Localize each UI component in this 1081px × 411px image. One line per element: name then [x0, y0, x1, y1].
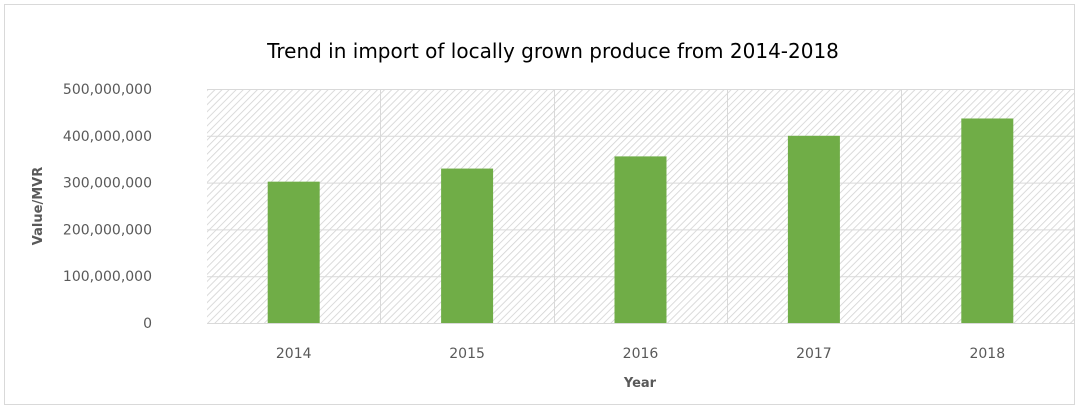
bar-2017: [787, 135, 840, 323]
bars: [267, 118, 1014, 323]
x-tick-label: 2014: [276, 346, 312, 362]
y-tick-label: 100,000,000: [63, 269, 152, 285]
x-axis-title: Year: [623, 376, 657, 391]
y-tick-label: 200,000,000: [63, 222, 152, 238]
y-tick-label: 300,000,000: [63, 176, 152, 192]
x-axis-ticks: 2014 2015 2016 2017 2018: [276, 346, 1005, 362]
x-tick-label: 2015: [449, 346, 485, 362]
bar-2014: [267, 181, 320, 323]
y-axis-title: Value/MVR: [31, 167, 46, 245]
x-tick-label: 2016: [623, 346, 659, 362]
y-tick-label: 500,000,000: [63, 82, 152, 98]
bar-2018: [961, 118, 1014, 323]
bar-2016: [614, 156, 667, 323]
chart-title: Trend in import of locally grown produce…: [266, 39, 839, 63]
x-tick-label: 2018: [969, 346, 1005, 362]
y-tick-label: 0: [143, 316, 152, 332]
y-tick-label: 400,000,000: [63, 129, 152, 145]
bar-2015: [441, 168, 494, 323]
x-tick-label: 2017: [796, 346, 832, 362]
y-axis-ticks: 0 100,000,000 200,000,000 300,000,000 400,00…: [63, 82, 152, 332]
